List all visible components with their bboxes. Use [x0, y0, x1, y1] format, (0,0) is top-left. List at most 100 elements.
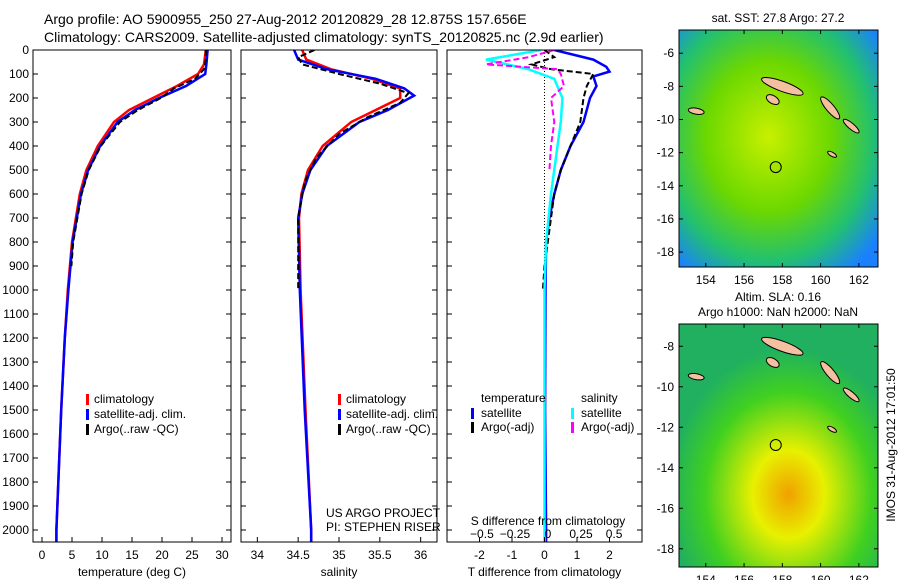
x-tick-label: 0	[541, 548, 548, 562]
legend-group-title: salinity	[581, 391, 618, 405]
y-tick-label: 400	[9, 139, 29, 153]
x-tick-label: 35.5	[368, 548, 392, 562]
temperature-plot: 0 5 10 15 20 25 30 temperature (deg C) 0 100 200 30…	[2, 43, 232, 579]
sst-map: sat. SST: 27.8 Argo: 27.2 154 156 158 160 162…	[657, 11, 879, 287]
y-tick-label: 1200	[2, 331, 29, 345]
lat-tick-label: -18	[657, 542, 675, 556]
lat-tick-label: -8	[663, 339, 674, 353]
x-tick-label: 20	[155, 548, 169, 562]
map-title: sat. SST: 27.8 Argo: 27.2	[712, 11, 845, 25]
lat-tick-label: -16	[657, 212, 675, 226]
argo-position-marker	[769, 161, 782, 174]
x-axis-label: T difference from climatology	[468, 565, 622, 579]
x2-tick-label: 0.5	[606, 527, 623, 541]
x-tick-label: 10	[95, 548, 109, 562]
legend-label: Argo(-adj)	[481, 420, 534, 434]
x-tick-label: 5	[69, 548, 76, 562]
lon-tick-label: 158	[772, 573, 792, 580]
x-tick-label: 25	[185, 548, 199, 562]
map-frame	[678, 323, 879, 568]
figure-title-line1: Argo profile: AO 5900955_250 27-Aug-2012…	[44, 11, 527, 27]
legend-label: climatology	[94, 392, 154, 406]
x-axis-label: temperature (deg C)	[78, 565, 186, 579]
island	[765, 357, 780, 368]
lon-tick-label: 154	[696, 273, 716, 287]
island	[761, 336, 804, 356]
lat-tick-label: -10	[657, 112, 675, 126]
x-tick-label: -1	[507, 548, 518, 562]
series-argo-raw-qc-	[296, 50, 411, 290]
lat-tick-label: -14	[657, 179, 675, 193]
x-tick-label: 35	[332, 548, 346, 562]
x-tick-label: 34.5	[286, 548, 310, 562]
lon-tick-label: 162	[849, 573, 869, 580]
legend-group-title: temperature	[481, 391, 546, 405]
y-tick-label: 800	[9, 235, 29, 249]
plot-frame	[240, 49, 438, 543]
x-tick-label: 30	[215, 548, 229, 562]
y-tick-label: 1900	[2, 499, 29, 513]
lat-tick-label: -12	[657, 420, 675, 434]
x-tick-label: 34	[251, 548, 265, 562]
lat-tick-label: -12	[657, 146, 675, 160]
x-tick-label: 2	[606, 548, 613, 562]
legend-label: satellite	[481, 406, 522, 420]
difference-plot: -2 -1 0 1 2 T difference from climatology S di…	[446, 49, 643, 579]
argo-position-marker	[769, 438, 782, 451]
island	[827, 425, 838, 433]
y-tick-label: 0	[22, 43, 29, 57]
map-field	[679, 30, 878, 267]
salinity-plot: 34 34.5 35 35.5 36 salinity climatologysatelli…	[240, 49, 441, 579]
legend-label: climatology	[346, 392, 406, 406]
x-tick-label: 1	[574, 548, 581, 562]
lat-tick-label: -8	[663, 79, 674, 93]
legend-swatch	[471, 408, 474, 419]
x-axis-label: salinity	[321, 565, 358, 579]
y-tick-label: 1300	[2, 355, 29, 369]
series-s-argo-adj-	[485, 50, 566, 171]
y-tick-label: 1400	[2, 379, 29, 393]
y-tick-label: 600	[9, 187, 29, 201]
island	[687, 372, 705, 381]
x-tick-label: 0	[39, 548, 46, 562]
lon-tick-label: 158	[772, 273, 792, 287]
legend-swatch	[471, 422, 474, 433]
x-tick-label: 36	[414, 548, 428, 562]
island	[842, 118, 860, 134]
legend-label: satellite-adj. clim.	[94, 407, 186, 421]
legend-swatch	[338, 394, 341, 405]
x2-tick-label: −0.25	[500, 527, 531, 541]
series-argo-raw-qc-	[70, 50, 207, 267]
lon-tick-label: 156	[734, 273, 754, 287]
island	[820, 361, 841, 385]
legend-label: Argo(..raw -QC)	[346, 422, 431, 436]
island	[761, 76, 804, 96]
series-satellite-adj-clim-	[55, 50, 209, 542]
y-tick-label: 1500	[2, 403, 29, 417]
series-t-argo-adj-	[527, 50, 595, 291]
y-tick-label: 1700	[2, 451, 29, 465]
series-s-satellite	[485, 50, 564, 542]
y-tick-label: 200	[9, 91, 29, 105]
island	[842, 387, 860, 403]
lon-tick-label: 160	[811, 273, 831, 287]
map-title: Altim. SLA: 0.16	[735, 290, 821, 304]
island	[820, 96, 841, 120]
island	[687, 107, 705, 115]
legend-swatch	[571, 408, 574, 419]
x2-tick-label: 0	[545, 527, 552, 541]
project-annotation: PI: STEPHEN RISER	[326, 520, 441, 534]
island	[827, 150, 838, 158]
legend-label: satellite	[581, 406, 622, 420]
map-field	[679, 324, 878, 567]
legend-swatch	[338, 409, 341, 420]
lat-tick-label: -14	[657, 461, 675, 475]
y-tick-label: 1600	[2, 427, 29, 441]
lon-tick-label: 154	[696, 573, 716, 580]
lat-tick-label: -18	[657, 245, 675, 259]
figure-title-line2: Climatology: CARS2009. Satellite-adjuste…	[44, 29, 604, 45]
map-title: Argo h1000: NaN h2000: NaN	[698, 305, 858, 319]
series-climatology	[297, 50, 402, 542]
